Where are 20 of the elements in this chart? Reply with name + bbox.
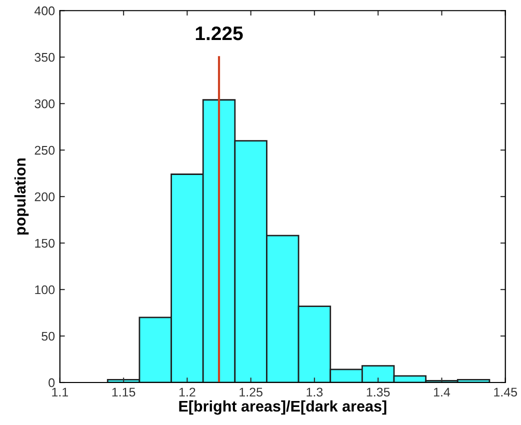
x-tick-label: 1.2: [179, 388, 196, 396]
y-tick-label: 300: [34, 99, 55, 108]
ref-line-label: 1.225: [196, 26, 243, 40]
x-axis-title: E[bright areas]/E[dark areas]: [179, 400, 386, 415]
x-tick-label: 1.15: [112, 388, 136, 397]
y-tick-label: 200: [34, 192, 55, 202]
y-tick-label: 50: [42, 332, 55, 341]
y-tick-label: 350: [34, 52, 55, 62]
x-tick-label: 1.45: [494, 388, 518, 397]
y-tick-label: 0: [48, 378, 55, 388]
x-tick-label: 1.4: [434, 388, 450, 396]
y-tick-label: 400: [34, 6, 55, 16]
x-tick-label: 1.3: [306, 388, 323, 397]
y-tick-label: 250: [34, 146, 55, 155]
x-tick-label: 1.25: [240, 388, 262, 397]
y-tick-label: 150: [35, 238, 55, 248]
y-tick-label: 100: [35, 285, 55, 294]
y-axis-title: population: [14, 158, 29, 235]
x-tick-label: 1.35: [366, 388, 390, 397]
x-tick-label: 1.1: [52, 388, 68, 396]
